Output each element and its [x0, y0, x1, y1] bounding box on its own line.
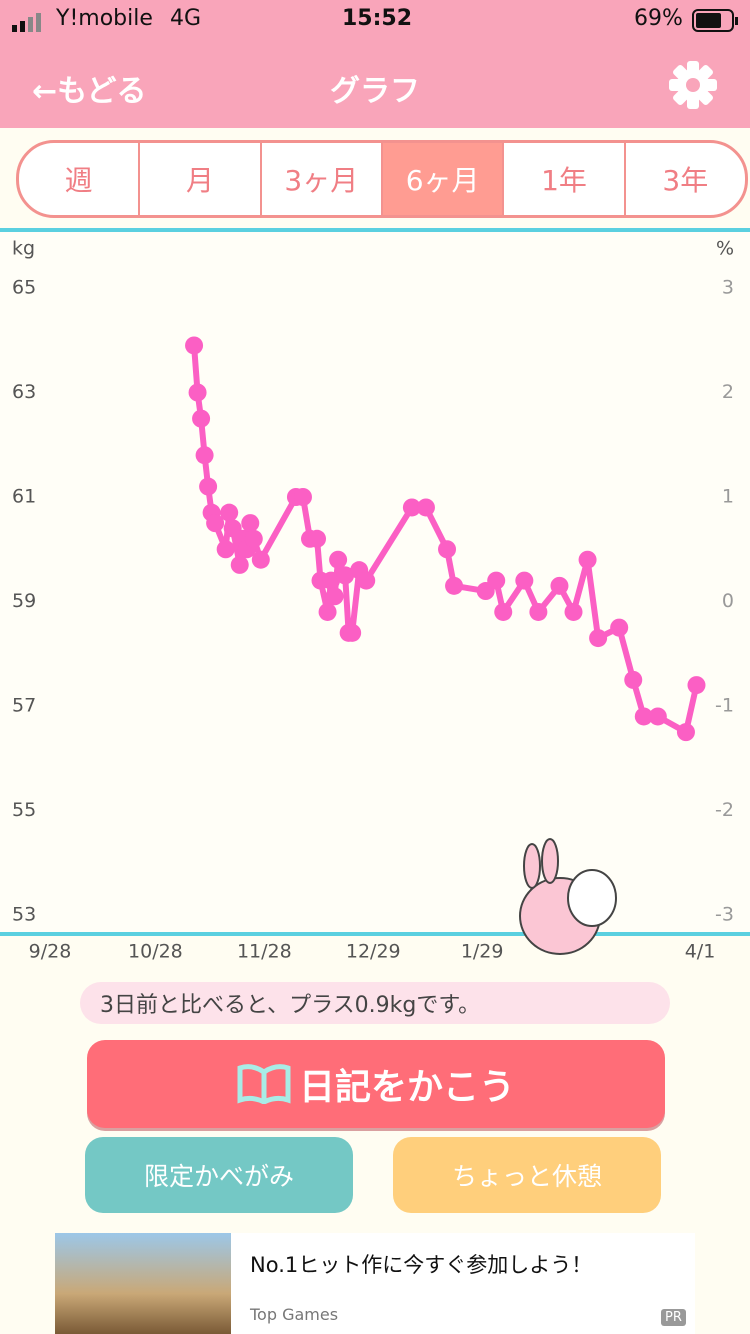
weight-point	[624, 670, 643, 689]
weight-point	[185, 336, 204, 355]
weight-point	[416, 498, 435, 517]
weight-point	[564, 602, 583, 621]
weight-point	[589, 629, 608, 648]
weight-point	[529, 602, 548, 621]
x-tick-label: 10/28	[128, 941, 183, 963]
ad-badge: PR	[661, 1309, 686, 1326]
weight-point	[244, 529, 263, 548]
y-axis-label: kg	[12, 238, 35, 260]
ad-image	[55, 1233, 231, 1334]
rest-button[interactable]: ちょっと休憩	[393, 1137, 661, 1213]
weight-point	[206, 514, 225, 533]
weight-point	[676, 723, 695, 742]
carrier: Y!mobile	[56, 6, 153, 31]
y2-tick-label: 1	[722, 486, 734, 508]
weight-point	[192, 409, 211, 428]
weight-point	[336, 566, 355, 585]
weight-point	[329, 550, 348, 569]
weight-point	[438, 540, 457, 559]
weight-point	[322, 571, 341, 590]
weight-point	[230, 555, 249, 574]
x-tick-label: 11/28	[237, 941, 292, 963]
screen-title: グラフ	[330, 74, 420, 109]
ad-source: Top Games	[250, 1305, 339, 1324]
weight-point	[515, 571, 534, 590]
weight-point	[634, 707, 653, 726]
weight-point	[251, 550, 270, 569]
x-tick-label: 4/1	[685, 941, 716, 963]
tab[interactable]: 月	[140, 143, 262, 215]
tab[interactable]: 3ヶ月	[262, 143, 383, 215]
weight-point	[216, 540, 235, 559]
y-tick-label: 61	[12, 486, 36, 508]
y-tick-label: 57	[12, 695, 36, 717]
weight-point	[241, 514, 260, 533]
signal-icon	[12, 13, 41, 32]
weight-point	[687, 676, 706, 695]
tab[interactable]: 1年	[504, 143, 626, 215]
x-tick-label: 1/29	[461, 941, 504, 963]
y-tick-label: 55	[12, 799, 36, 821]
y-tick-label: 65	[12, 277, 36, 299]
weight-point	[308, 529, 327, 548]
weight-point	[487, 571, 506, 590]
back-button[interactable]: ←もどる	[32, 74, 147, 109]
settings-button[interactable]	[668, 60, 718, 110]
x-tick-label: 12/29	[346, 941, 401, 963]
weight-point	[343, 623, 362, 642]
weight-point	[610, 618, 629, 637]
ad-headline: No.1ヒット作に今すぐ参加しよう！	[250, 1253, 593, 1277]
y2-tick-label: 3	[722, 277, 734, 299]
x-tick-label: 9/28	[29, 941, 72, 963]
clock: 15:52	[342, 6, 413, 31]
battery-percent: 69%	[634, 6, 683, 31]
tab-active[interactable]: 6ヶ月	[382, 143, 505, 215]
y2-tick-label: -1	[715, 695, 734, 717]
weight-point	[648, 707, 667, 726]
y2-tick-label: -2	[715, 799, 734, 821]
weight-point	[195, 446, 214, 465]
weight-point	[550, 576, 569, 595]
weight-point	[578, 550, 597, 569]
book-icon	[237, 1064, 291, 1104]
y-tick-label: 53	[12, 904, 36, 926]
mascot-illustration	[519, 838, 617, 955]
y2-tick-label: 0	[722, 590, 734, 612]
y2-tick-label: -3	[715, 904, 734, 926]
network: 4G	[170, 6, 202, 31]
tab[interactable]: 3年	[662, 164, 709, 197]
weight-point	[293, 488, 312, 506]
tab[interactable]: 週	[19, 143, 141, 215]
weight-point	[445, 576, 464, 595]
weight-point	[318, 602, 337, 621]
header: Y!mobile 4G 15:52 69% ←もどる グラフ	[0, 0, 750, 128]
weight-point	[188, 383, 207, 402]
diary-button-label: 日記をかこう	[298, 1067, 515, 1108]
weight-point	[494, 602, 513, 621]
y2-tick-label: 2	[722, 381, 734, 403]
comparison-message: 3日前と比べると、プラス0.9kgです。	[80, 982, 670, 1024]
ad-banner[interactable]: No.1ヒット作に今すぐ参加しよう！ Top Games PR	[55, 1233, 695, 1334]
weight-point	[220, 503, 239, 522]
weight-point	[199, 477, 218, 496]
diary-button[interactable]: 日記をかこう	[87, 1040, 665, 1128]
weight-point	[325, 587, 344, 606]
weight-chart: kg % 65 63 61 59 57 55 53 3 2 1 0 -1 -2 -3 9/28 10/28 11…	[0, 228, 750, 963]
y2-axis-label: %	[716, 238, 734, 260]
wallpaper-button[interactable]: 限定かべがみ	[85, 1137, 353, 1213]
weight-point	[357, 571, 376, 590]
y-tick-label: 63	[12, 381, 36, 403]
battery-icon	[692, 9, 738, 32]
range-tabs: 週 月 3ヶ月 6ヶ月 1年 3年	[16, 140, 748, 218]
y-tick-label: 59	[12, 590, 36, 612]
weight-point	[402, 498, 421, 517]
